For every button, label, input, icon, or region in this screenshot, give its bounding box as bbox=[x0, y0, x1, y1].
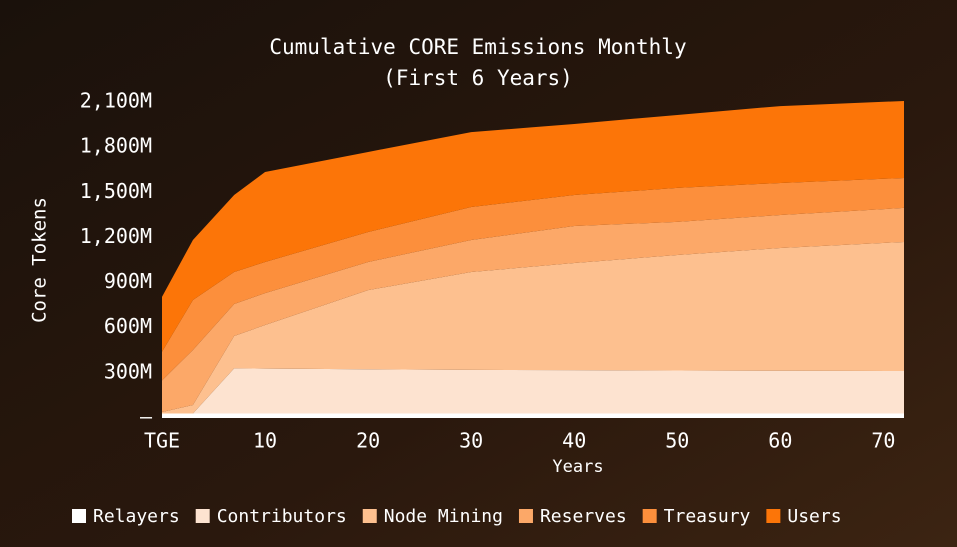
legend-label: Contributors bbox=[217, 506, 347, 527]
y-axis-label: Core Tokens bbox=[29, 197, 51, 323]
legend-swatch bbox=[362, 509, 377, 523]
x-tick-label: 10 bbox=[253, 429, 277, 453]
chart-subtitle: (First 6 Years) bbox=[383, 66, 573, 90]
legend-label: Reserves bbox=[540, 506, 627, 527]
chart-title: Cumulative CORE Emissions Monthly bbox=[269, 35, 686, 59]
legend-swatch bbox=[195, 509, 210, 523]
x-tick-label: 60 bbox=[768, 429, 792, 453]
area bbox=[162, 207, 904, 412]
y-tick-label: 900M bbox=[104, 269, 152, 293]
area bbox=[162, 413, 904, 418]
legend-swatch bbox=[766, 509, 781, 523]
x-tick-label: TGE bbox=[144, 429, 180, 453]
x-axis-label: Years bbox=[552, 457, 603, 477]
x-tick-label: 50 bbox=[665, 429, 689, 453]
y-tick-label: 600M bbox=[104, 314, 152, 338]
area bbox=[162, 100, 904, 352]
legend-label: Node Mining bbox=[384, 506, 503, 527]
y-tick-label: 300M bbox=[104, 359, 152, 383]
y-tick-label: 1,500M bbox=[80, 179, 152, 203]
y-tick-label: – bbox=[140, 405, 153, 429]
y-tick-label: 2,100M bbox=[80, 89, 152, 113]
x-tick-label: 40 bbox=[562, 429, 586, 453]
area bbox=[162, 177, 904, 381]
x-tick-label: 70 bbox=[871, 429, 895, 453]
legend-label: Users bbox=[787, 506, 841, 527]
x-tick-label: 30 bbox=[459, 429, 483, 453]
area bbox=[162, 368, 904, 414]
area bbox=[162, 241, 904, 414]
x-tick-label: 20 bbox=[356, 429, 380, 453]
legend-swatch bbox=[72, 509, 86, 523]
legend-swatch bbox=[518, 509, 533, 523]
legend-label: Relayers bbox=[93, 506, 180, 527]
y-tick-label: 1,800M bbox=[80, 134, 152, 158]
y-tick-label: 1,200M bbox=[80, 224, 152, 248]
legend-swatch bbox=[642, 509, 657, 523]
legend-label: Treasury bbox=[664, 506, 751, 527]
